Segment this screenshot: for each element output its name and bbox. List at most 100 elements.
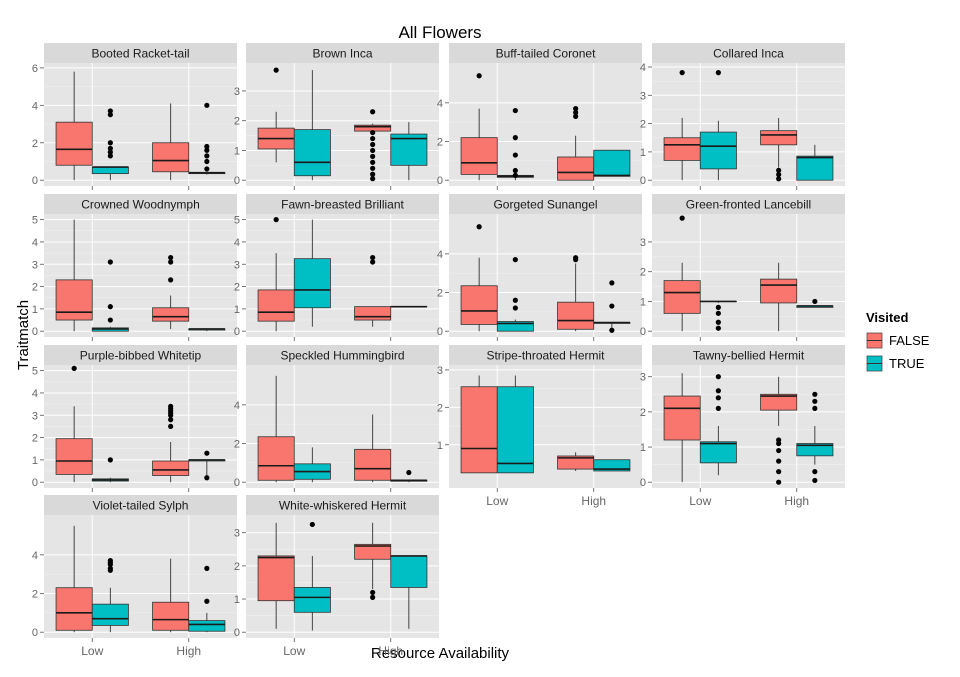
y-tick-label: 0 xyxy=(32,627,38,639)
outlier-point xyxy=(370,166,375,171)
box-iqr xyxy=(700,132,736,169)
panel-title: Purple-bibbed Whitetip xyxy=(80,349,202,363)
panel-title: Tawny-bellied Hermit xyxy=(693,349,805,363)
legend: Visited FALSE TRUE xyxy=(866,310,930,372)
box-iqr xyxy=(258,437,294,481)
y-tick-label: 1 xyxy=(234,594,240,606)
y-tick-label: 5 xyxy=(32,215,38,227)
y-tick-label: 2 xyxy=(437,288,443,300)
panel-crowned-woodnymph: Crowned Woodnymph012345LowHigh xyxy=(32,194,237,357)
box-iqr xyxy=(461,138,497,175)
box-high-true xyxy=(594,150,630,176)
y-tick-label: 0 xyxy=(32,175,38,187)
box-iqr xyxy=(258,290,294,321)
y-tick-label: 3 xyxy=(640,237,646,249)
outlier-point xyxy=(812,469,817,474)
box-iqr xyxy=(56,122,92,165)
box-iqr xyxy=(294,587,330,612)
outlier-point xyxy=(716,70,721,75)
outlier-point xyxy=(513,298,518,303)
panel-brown-inca: Brown Inca0123LowHigh xyxy=(234,43,439,206)
outlier-point xyxy=(370,136,375,141)
x-tick-label: Low xyxy=(486,494,508,508)
box-iqr xyxy=(92,604,128,625)
outlier-point xyxy=(204,451,209,456)
y-tick-label: 2 xyxy=(32,282,38,294)
box-iqr xyxy=(56,439,92,475)
y-tick-label: 1 xyxy=(640,147,646,159)
outlier-point xyxy=(370,160,375,165)
panel-background xyxy=(652,214,845,337)
box-iqr xyxy=(189,621,225,632)
outlier-point xyxy=(776,448,781,453)
outlier-point xyxy=(204,153,209,158)
box-iqr xyxy=(761,131,797,145)
outlier-point xyxy=(680,216,685,221)
box-iqr xyxy=(497,387,533,473)
panel-title: Brown Inca xyxy=(312,47,372,61)
box-iqr xyxy=(153,461,189,476)
outlier-point xyxy=(168,277,173,282)
y-tick-label: 2 xyxy=(640,407,646,419)
box-iqr xyxy=(391,556,427,587)
outlier-point xyxy=(108,568,113,573)
y-tick-label: 6 xyxy=(32,63,38,75)
y-tick-label: 3 xyxy=(32,410,38,422)
panel-collared-inca: Collared Inca01234LowHigh xyxy=(640,43,845,206)
y-axis-label: Traitmatch xyxy=(15,300,32,370)
outlier-point xyxy=(776,469,781,474)
box-iqr xyxy=(294,130,330,176)
y-tick-label: 2 xyxy=(234,116,240,128)
y-tick-label: 2 xyxy=(32,433,38,445)
outlier-point xyxy=(72,366,77,371)
panel-purple-bibbed-whitetip: Purple-bibbed Whitetip012345LowHigh xyxy=(32,345,237,508)
outlier-point xyxy=(108,140,113,145)
y-tick-label: 0 xyxy=(640,175,646,187)
outlier-point xyxy=(609,280,614,285)
box-iqr xyxy=(56,588,92,631)
outlier-point xyxy=(716,311,721,316)
y-tick-label: 0 xyxy=(234,175,240,187)
y-tick-label: 2 xyxy=(640,119,646,131)
y-tick-label: 0 xyxy=(234,326,240,338)
box-iqr xyxy=(664,281,700,314)
panel-title: Violet-tailed Sylph xyxy=(93,499,189,513)
outlier-point xyxy=(776,459,781,464)
outlier-point xyxy=(274,217,279,222)
outlier-point xyxy=(776,441,781,446)
y-tick-label: 3 xyxy=(640,90,646,102)
outlier-point xyxy=(716,326,721,331)
outlier-point xyxy=(108,457,113,462)
x-tick-label: High xyxy=(176,644,201,658)
legend-title: Visited xyxy=(866,310,908,325)
panel-green-fronted-lancebill: Green-fronted Lancebill0123LowHigh xyxy=(640,194,845,357)
outlier-point xyxy=(609,328,614,333)
outlier-point xyxy=(168,413,173,418)
outlier-point xyxy=(573,114,578,119)
y-tick-label: 2 xyxy=(32,589,38,601)
outlier-point xyxy=(168,424,173,429)
outlier-point xyxy=(716,305,721,310)
x-tick-label: Low xyxy=(283,644,305,658)
outlier-point xyxy=(680,70,685,75)
y-tick-label: 2 xyxy=(32,138,38,150)
box-iqr xyxy=(92,167,128,174)
facet-panels: Booted Racket-tail0246LowHighBrown Inca0… xyxy=(32,43,845,658)
outlier-point xyxy=(108,304,113,309)
panel-booted-racket-tail: Booted Racket-tail0246LowHigh xyxy=(32,43,237,206)
outlier-point xyxy=(204,103,209,108)
panel-title: Collared Inca xyxy=(713,47,784,61)
y-tick-label: 0 xyxy=(640,477,646,489)
y-tick-label: 1 xyxy=(640,442,646,454)
outlier-point xyxy=(716,388,721,393)
outlier-point xyxy=(108,153,113,158)
panel-title: Speckled Hummingbird xyxy=(280,349,404,363)
panel-speckled-hummingbird: Speckled Hummingbird024LowHigh xyxy=(234,345,439,508)
box-iqr xyxy=(258,556,294,601)
outlier-point xyxy=(609,303,614,308)
y-tick-label: 2 xyxy=(437,402,443,414)
panel-fawn-breasted-brilliant: Fawn-breasted Brilliant012345LowHigh xyxy=(234,194,439,357)
box-iqr xyxy=(153,143,189,172)
